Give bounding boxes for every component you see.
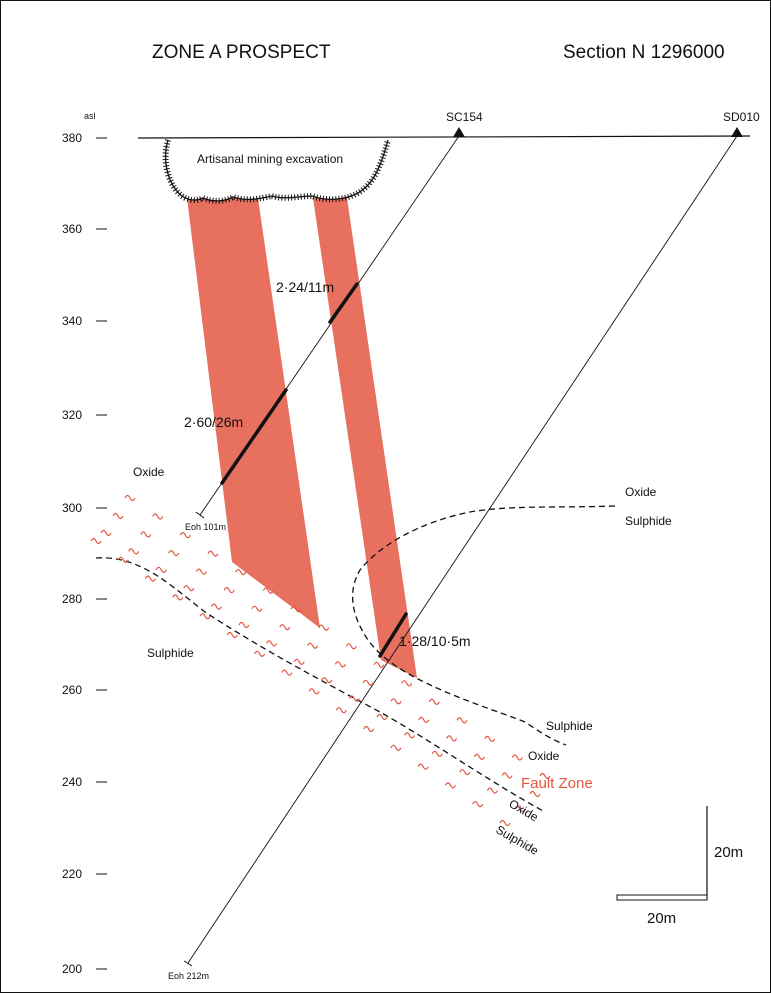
- excavation-hatching: [162, 139, 391, 204]
- scale-label-vertical: 20m: [714, 844, 743, 861]
- hole-label-sd010: SD010: [723, 110, 760, 124]
- eoh-tick-sd010: [183, 960, 193, 967]
- ore-body-east: [313, 198, 417, 678]
- hole-label-sc154: SC154: [446, 110, 483, 124]
- tick-label-300: 300: [62, 501, 82, 515]
- tick-label-280: 280: [62, 592, 82, 606]
- oxide-label-fault-upper: Oxide: [528, 749, 560, 763]
- sulphide-label-left: Sulphide: [147, 646, 194, 660]
- eoh-tick-sc154: [195, 511, 205, 519]
- tick-label-220: 220: [62, 867, 82, 881]
- excavation-outline: [164, 139, 389, 202]
- tick-label-200: 200: [62, 962, 82, 976]
- diagram-title: ZONE A PROSPECT: [152, 42, 331, 63]
- ground-surface-line: [137, 135, 751, 139]
- elevation-axis: 380 360 340 320 300 280 260 240 220 200: [62, 131, 107, 976]
- scale-label-horizontal: 20m: [647, 910, 676, 927]
- tick-label-260: 260: [62, 683, 82, 697]
- fault-zone-label: Fault Zone: [521, 775, 593, 792]
- intercept-segment-2: [220, 388, 288, 485]
- ore-body-west: [187, 198, 320, 628]
- drillhole-sd010-trace: [187, 135, 738, 964]
- oxide-label-left: Oxide: [133, 465, 165, 479]
- oxide-boundary-lower: [95, 557, 546, 813]
- collar-sc154-marker: [453, 127, 465, 137]
- oxide-boundary-upper: [351, 505, 616, 746]
- eoh-label-sd010: Eoh 212m: [168, 971, 209, 981]
- tick-label-340: 340: [62, 314, 82, 328]
- tick-label-240: 240: [62, 775, 82, 789]
- tick-label-380: 380: [62, 131, 82, 145]
- intercept-segment-1: [328, 282, 359, 324]
- intercept-label-3: 1·28/10·5m: [399, 633, 471, 649]
- sulphide-label-upper: Sulphide: [546, 719, 593, 733]
- axis-unit-label: asl: [84, 111, 96, 121]
- sulphide-label-bottom: Sulphide: [494, 822, 542, 858]
- section-label: Section N 1296000: [563, 42, 725, 63]
- sulphide-label-right: Sulphide: [625, 514, 672, 528]
- tick-label-320: 320: [62, 408, 82, 422]
- eoh-label-sc154: Eoh 101m: [185, 522, 226, 532]
- oxide-label-right: Oxide: [625, 485, 657, 499]
- collar-sd010-marker: [731, 127, 743, 137]
- scale-bar-horizontal: [616, 894, 708, 901]
- intercept-segment-3: [378, 612, 408, 658]
- fault-zone-squiggles: [90, 494, 551, 827]
- intercept-label-1: 2·24/11m: [276, 279, 334, 295]
- excavation-label: Artisanal mining excavation: [197, 152, 343, 166]
- intercept-label-2: 2·60/26m: [184, 414, 243, 430]
- tick-label-360: 360: [62, 222, 82, 236]
